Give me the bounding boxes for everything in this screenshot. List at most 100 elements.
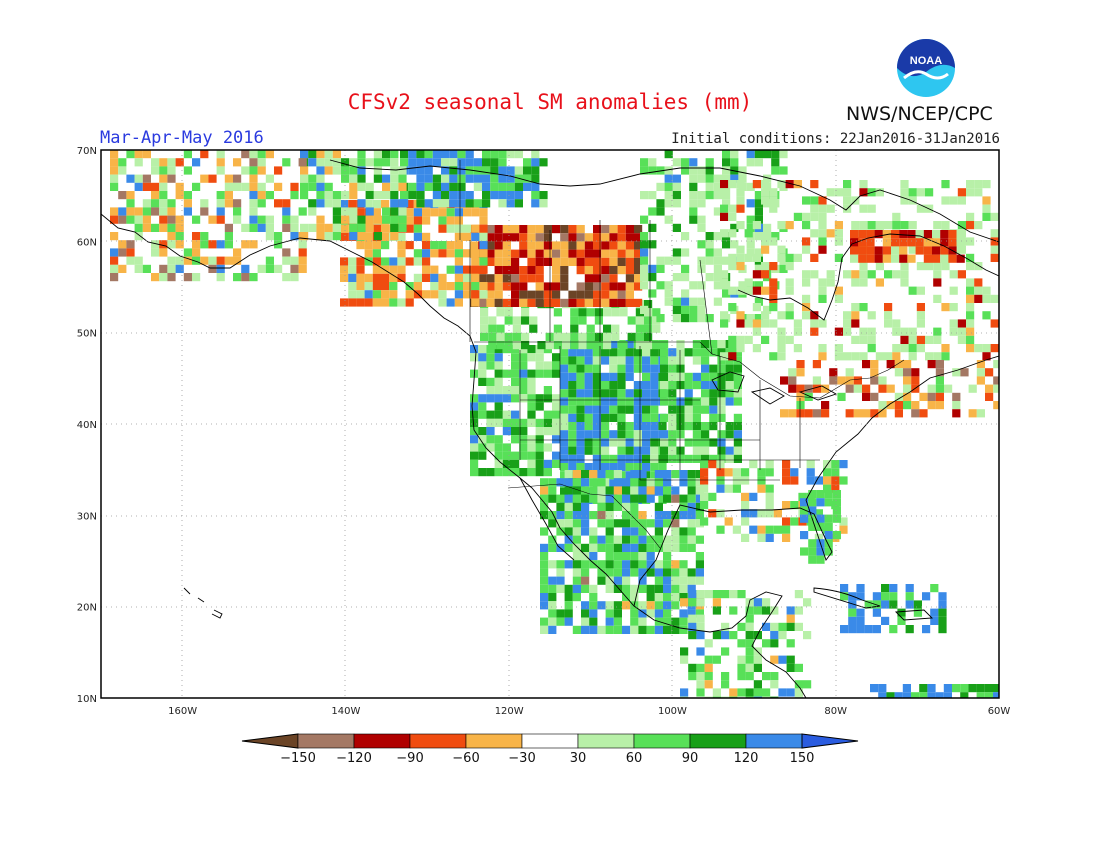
anomaly-cell xyxy=(356,273,365,282)
anomaly-cell xyxy=(663,511,672,520)
anomaly-cell xyxy=(581,601,590,610)
anomaly-cell xyxy=(777,344,786,353)
anomaly-cell xyxy=(531,182,540,191)
anomaly-cell xyxy=(552,427,561,436)
anomaly-cell xyxy=(552,274,561,283)
anomaly-cell xyxy=(692,430,701,439)
anomaly-cell xyxy=(479,208,488,217)
anomaly-cell xyxy=(233,248,242,257)
anomaly-cell xyxy=(672,199,681,208)
anomaly-cell xyxy=(422,265,431,274)
anomaly-cell xyxy=(408,158,417,167)
anomaly-cell xyxy=(625,257,634,266)
anomaly-cell xyxy=(609,348,618,357)
anomaly-cell xyxy=(556,527,565,536)
anomaly-cell xyxy=(630,617,639,626)
anomaly-cell xyxy=(642,438,651,447)
anomaly-cell xyxy=(660,364,669,373)
anomaly-cell xyxy=(373,158,382,167)
hudson-bay xyxy=(737,233,999,321)
anomaly-cell xyxy=(298,240,307,249)
anomaly-cell xyxy=(689,182,698,191)
anomaly-cell xyxy=(891,238,900,247)
anomaly-cell xyxy=(543,443,552,452)
anomaly-cell xyxy=(257,166,266,175)
anomaly-cell xyxy=(576,364,585,373)
anomaly-cell xyxy=(593,282,602,291)
anomaly-cell xyxy=(823,476,832,485)
anomaly-cell xyxy=(850,254,859,263)
anomaly-cell xyxy=(609,389,618,398)
anomaly-cell xyxy=(523,182,532,191)
anomaly-cell xyxy=(556,576,565,585)
anomaly-cell xyxy=(216,256,225,265)
anomaly-cell xyxy=(990,237,999,246)
anomaly-cell xyxy=(290,223,299,232)
anomaly-cell xyxy=(676,405,685,414)
anomaly-cell xyxy=(589,486,598,495)
anomaly-cell xyxy=(454,282,463,291)
anomaly-cell xyxy=(482,166,491,175)
political-borders xyxy=(459,160,905,549)
anomaly-cell xyxy=(300,166,309,175)
anomaly-cell xyxy=(617,413,626,422)
anomaly-cell xyxy=(519,435,528,444)
anomaly-cell xyxy=(511,386,520,395)
anomaly-cell xyxy=(933,278,942,287)
anomaly-cell xyxy=(889,584,898,593)
anomaly-cell xyxy=(733,356,742,365)
anomaly-cell xyxy=(867,335,876,344)
anomaly-cell xyxy=(397,232,406,241)
anomaly-cell xyxy=(672,314,681,323)
anomaly-cell xyxy=(630,519,639,528)
anomaly-cell xyxy=(531,191,540,200)
anomaly-cell xyxy=(875,278,884,287)
anomaly-cell xyxy=(482,150,491,159)
anomaly-cell xyxy=(668,348,677,357)
anomaly-cell xyxy=(282,158,291,167)
anomaly-cell xyxy=(663,519,672,528)
anomaly-cell xyxy=(609,381,618,390)
anomaly-cell xyxy=(744,229,753,238)
anomaly-cell xyxy=(430,290,439,299)
anomaly-cell xyxy=(471,298,480,307)
anomaly-cell xyxy=(601,249,610,258)
anomaly-cell xyxy=(622,478,631,487)
anomaly-cell xyxy=(619,341,628,350)
anomaly-cell xyxy=(478,410,487,419)
anomaly-cell xyxy=(308,223,317,232)
anomaly-cell xyxy=(671,527,680,536)
anomaly-cell xyxy=(502,418,511,427)
anomaly-cell xyxy=(640,232,649,241)
anomaly-cell xyxy=(430,265,439,274)
anomaly-cell xyxy=(824,522,833,531)
anomaly-cell xyxy=(695,609,704,618)
anomaly-cell xyxy=(866,230,875,239)
anomaly-cell xyxy=(729,631,738,640)
anomaly-cell xyxy=(762,606,771,615)
anomaly-cell xyxy=(605,625,614,634)
anomaly-cell xyxy=(617,397,626,406)
anomaly-cell xyxy=(770,680,779,689)
anomaly-cell xyxy=(712,590,721,599)
anomaly-cell xyxy=(609,397,618,406)
anomaly-cell xyxy=(622,486,631,495)
anomaly-cell xyxy=(627,332,636,341)
anomaly-cell xyxy=(332,191,341,200)
anomaly-cell xyxy=(257,158,266,167)
anomaly-cell xyxy=(142,174,151,183)
anomaly-cell xyxy=(523,174,532,183)
anomaly-cell xyxy=(488,341,497,350)
anomaly-cell xyxy=(829,376,838,385)
anomaly-cell xyxy=(808,490,817,499)
anomaly-cell xyxy=(886,384,895,393)
anomaly-cell xyxy=(695,494,704,503)
anomaly-cell xyxy=(625,290,634,299)
anomaly-cell xyxy=(720,270,729,279)
anomaly-cell xyxy=(454,273,463,282)
anomaly-cell xyxy=(473,158,482,167)
anomaly-cells xyxy=(110,150,999,698)
anomaly-cell xyxy=(364,273,373,282)
anomaly-cell xyxy=(679,617,688,626)
anomaly-cell xyxy=(527,298,536,307)
